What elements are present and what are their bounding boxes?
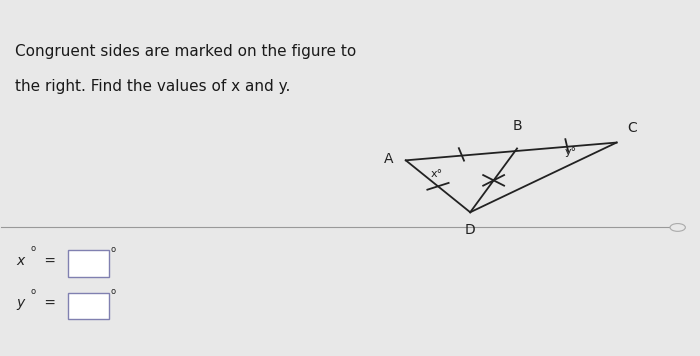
Text: o: o (111, 245, 116, 254)
Text: D: D (465, 223, 475, 237)
Text: C: C (627, 121, 637, 136)
Text: Congruent sides are marked on the figure to: Congruent sides are marked on the figure… (15, 44, 356, 59)
FancyBboxPatch shape (68, 293, 109, 319)
Text: o: o (31, 244, 36, 253)
Text: y: y (17, 297, 25, 310)
Text: y°: y° (564, 147, 577, 157)
Text: B: B (512, 119, 522, 132)
Text: x: x (17, 254, 25, 268)
Text: x°: x° (430, 169, 442, 179)
Text: the right. Find the values of x and y.: the right. Find the values of x and y. (15, 79, 290, 94)
Text: o: o (111, 287, 116, 296)
Text: =: = (40, 254, 56, 268)
FancyBboxPatch shape (68, 250, 109, 277)
Text: =: = (40, 297, 56, 310)
Text: o: o (31, 287, 36, 295)
Circle shape (670, 224, 685, 231)
Text: A: A (384, 152, 393, 166)
